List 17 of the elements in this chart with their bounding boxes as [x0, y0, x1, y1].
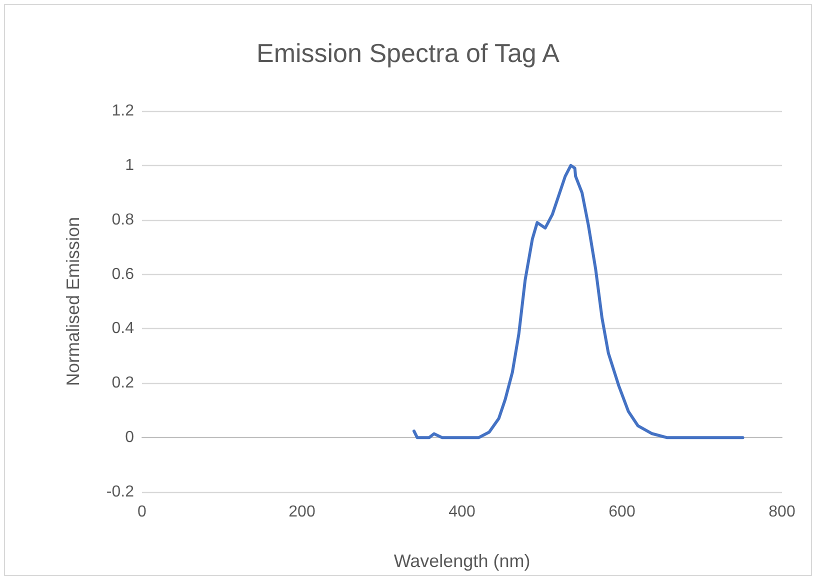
x-tick-label: 400	[448, 504, 476, 520]
y-tick-label: -0.2	[106, 484, 134, 500]
y-tick-label: 0.6	[112, 266, 134, 283]
y-tick-label: 0	[125, 429, 134, 446]
y-tick-label: 0.8	[112, 211, 134, 228]
y-tick-label: 0.2	[112, 374, 134, 392]
y-tick-label: 1.2	[112, 102, 134, 120]
y-tick-label: 0.4	[112, 320, 134, 338]
x-tick-label: 0	[138, 504, 147, 520]
x-tick-label: 600	[608, 504, 636, 520]
x-tick-label: 800	[768, 504, 796, 520]
y-tick-label: 1	[125, 156, 134, 174]
chart-title: Emission Spectra of Tag A	[256, 38, 560, 68]
line-series	[412, 164, 744, 440]
x-tick-label: 200	[288, 504, 316, 520]
x-axis-title: Wavelength (nm)	[394, 551, 530, 571]
y-axis-title: Normalised Emission	[63, 216, 83, 386]
